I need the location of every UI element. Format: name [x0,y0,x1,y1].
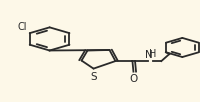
Text: Cl: Cl [17,22,27,32]
Text: H: H [149,49,156,59]
Text: S: S [90,72,96,82]
Text: O: O [129,74,137,84]
Text: N: N [144,50,152,60]
